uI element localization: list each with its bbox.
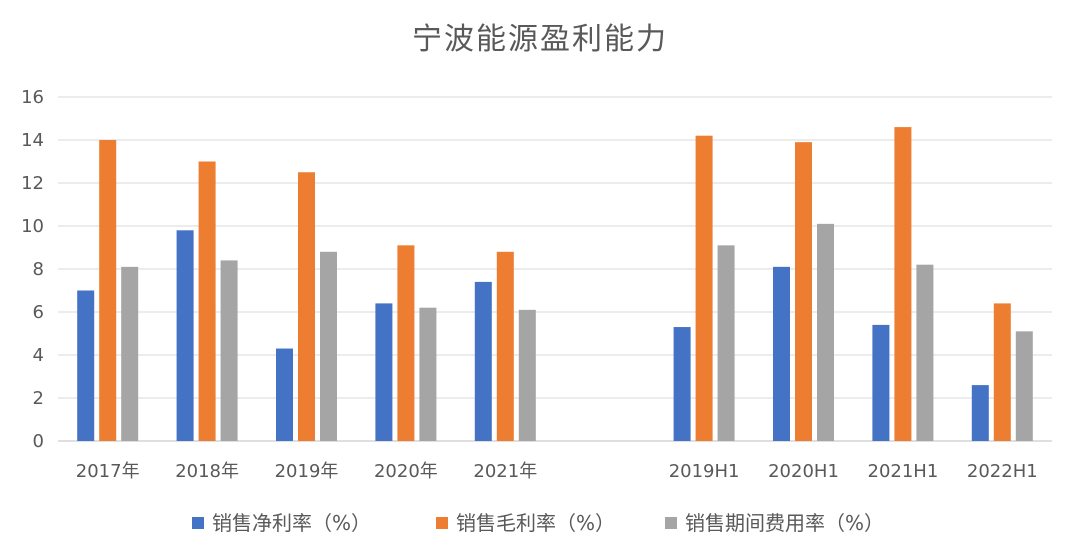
- bar: [817, 223, 834, 441]
- bar: [474, 281, 492, 441]
- y-tick-label: 6: [33, 302, 44, 323]
- y-tick-label: 4: [33, 345, 44, 366]
- bar: [375, 303, 393, 441]
- legend-swatch: [665, 517, 677, 529]
- x-tick-label: 2022H1: [967, 461, 1038, 482]
- x-axis-tick-labels: 2017年 2018年 2019年 2020年 2021年 2019H1 2020H1 202…: [76, 461, 1038, 482]
- y-axis-tick-labels: 0 2 4 6 8 10 12 14 16: [21, 87, 44, 452]
- x-tick-label: 2019H1: [669, 461, 740, 482]
- bar: [916, 264, 934, 441]
- legend-label: 销售毛利率（%）: [456, 511, 615, 535]
- y-tick-label: 16: [21, 87, 44, 108]
- x-tick-label: 2020年: [374, 461, 438, 482]
- x-tick-label: 2017年: [76, 461, 140, 482]
- bar: [773, 266, 790, 441]
- bar: [198, 161, 216, 441]
- bar: [518, 309, 536, 441]
- legend: 销售净利率（%） 销售毛利率（%） 销售期间费用率（%）: [192, 511, 884, 535]
- bar: [298, 172, 315, 441]
- x-tick-label: 2018年: [175, 461, 239, 482]
- bar: [496, 251, 514, 441]
- y-tick-label: 8: [33, 259, 44, 280]
- bar: [673, 327, 691, 441]
- y-tick-label: 10: [21, 216, 44, 237]
- bar: [872, 324, 890, 441]
- bar: [419, 307, 437, 441]
- bar: [320, 251, 337, 441]
- legend-swatch: [436, 517, 448, 529]
- bar: [99, 140, 117, 441]
- bar: [121, 266, 139, 441]
- chart-title: 宁波能源盈利能力: [412, 22, 668, 57]
- bar: [695, 135, 713, 441]
- bar: [77, 290, 95, 441]
- bar: [717, 245, 735, 441]
- bar: [795, 142, 812, 441]
- legend-swatch: [192, 517, 204, 529]
- bar: [1015, 331, 1033, 441]
- bar: [971, 385, 989, 441]
- bar: [894, 127, 912, 441]
- x-tick-label: 2020H1: [768, 461, 839, 482]
- x-tick-label: 2021年: [473, 461, 537, 482]
- bar: [276, 348, 293, 441]
- legend-label: 销售期间费用率（%）: [685, 511, 884, 535]
- y-tick-label: 0: [33, 431, 44, 452]
- bar: [176, 230, 194, 441]
- y-tick-label: 12: [21, 173, 44, 194]
- y-tick-label: 2: [33, 388, 44, 409]
- x-tick-label: 2021H1: [868, 461, 939, 482]
- x-tick-label: 2019年: [275, 461, 339, 482]
- legend-label: 销售净利率（%）: [212, 511, 371, 535]
- bar: [220, 260, 238, 441]
- y-tick-label: 14: [21, 130, 44, 151]
- bar: [993, 303, 1011, 441]
- bar: [397, 245, 415, 441]
- bars: [77, 127, 1033, 441]
